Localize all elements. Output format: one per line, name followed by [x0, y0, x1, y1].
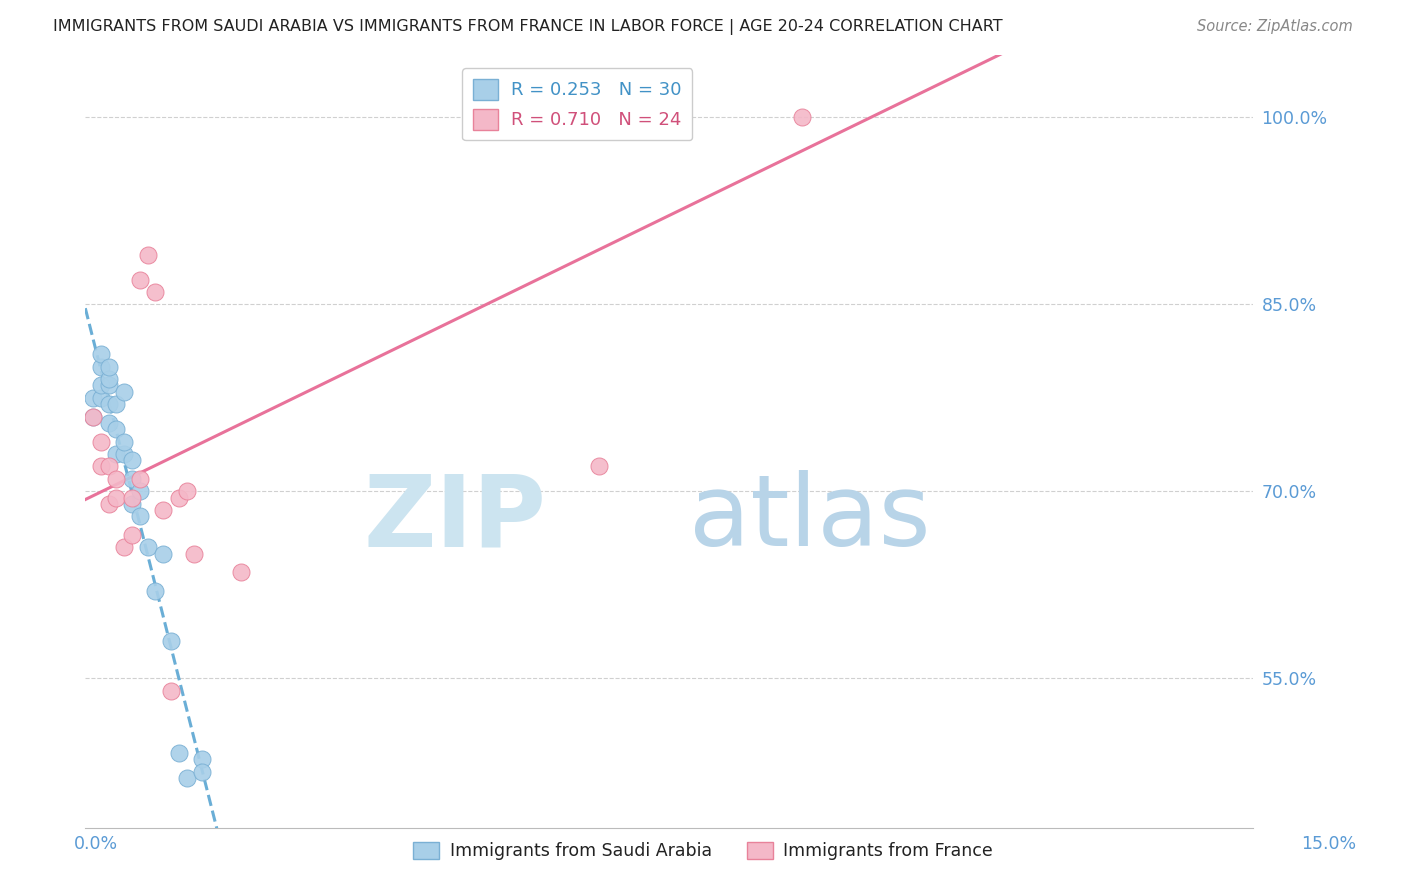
Point [90, 459, 112, 474]
Point [658, 111, 681, 125]
Point [105, 447, 128, 461]
Point [160, 683, 183, 698]
Point [105, 422, 128, 436]
Legend: Immigrants from Saudi Arabia, Immigrants from France: Immigrants from Saudi Arabia, Immigrants… [406, 835, 1000, 867]
Point [160, 634, 183, 648]
Point [588, 459, 610, 474]
Point [152, 503, 174, 517]
Point [82, 391, 104, 405]
Point [90, 434, 112, 449]
Point [97, 359, 120, 374]
Point [121, 453, 143, 467]
Point [176, 771, 198, 785]
Point [112, 541, 135, 555]
Point [191, 764, 214, 779]
Point [191, 752, 214, 766]
Point [790, 111, 813, 125]
Point [121, 497, 143, 511]
Point [112, 434, 135, 449]
Point [105, 472, 128, 486]
Point [183, 547, 205, 561]
Point [128, 472, 150, 486]
Point [128, 484, 150, 499]
Point [112, 384, 135, 399]
Point [97, 372, 120, 386]
Point [97, 416, 120, 430]
Point [176, 484, 198, 499]
Point [121, 491, 143, 505]
Point [128, 509, 150, 524]
Point [121, 472, 143, 486]
Legend: R = 0.253   N = 30, R = 0.710   N = 24: R = 0.253 N = 30, R = 0.710 N = 24 [463, 68, 692, 140]
Point [136, 247, 159, 261]
Point [105, 397, 128, 411]
Point [97, 397, 120, 411]
Point [90, 378, 112, 392]
Point [152, 547, 174, 561]
Point [145, 584, 167, 599]
Point [82, 409, 104, 424]
Point [82, 409, 104, 424]
Point [90, 347, 112, 361]
Text: IMMIGRANTS FROM SAUDI ARABIA VS IMMIGRANTS FROM FRANCE IN LABOR FORCE | AGE 20-2: IMMIGRANTS FROM SAUDI ARABIA VS IMMIGRAN… [53, 20, 1002, 35]
Point [145, 285, 167, 299]
Point [97, 378, 120, 392]
Text: 15.0%: 15.0% [1301, 835, 1357, 853]
Point [97, 497, 120, 511]
Text: ZIP: ZIP [364, 470, 547, 567]
Text: Source: ZipAtlas.com: Source: ZipAtlas.com [1197, 20, 1353, 34]
Point [167, 746, 190, 760]
Point [105, 491, 128, 505]
Text: atlas: atlas [689, 470, 931, 567]
Point [136, 541, 159, 555]
Point [121, 528, 143, 542]
Point [128, 272, 150, 286]
Point [97, 459, 120, 474]
Point [90, 359, 112, 374]
Point [167, 491, 190, 505]
Text: 0.0%: 0.0% [73, 835, 118, 853]
Point [603, 111, 626, 125]
Point [229, 566, 252, 580]
Point [112, 447, 135, 461]
Point [90, 391, 112, 405]
